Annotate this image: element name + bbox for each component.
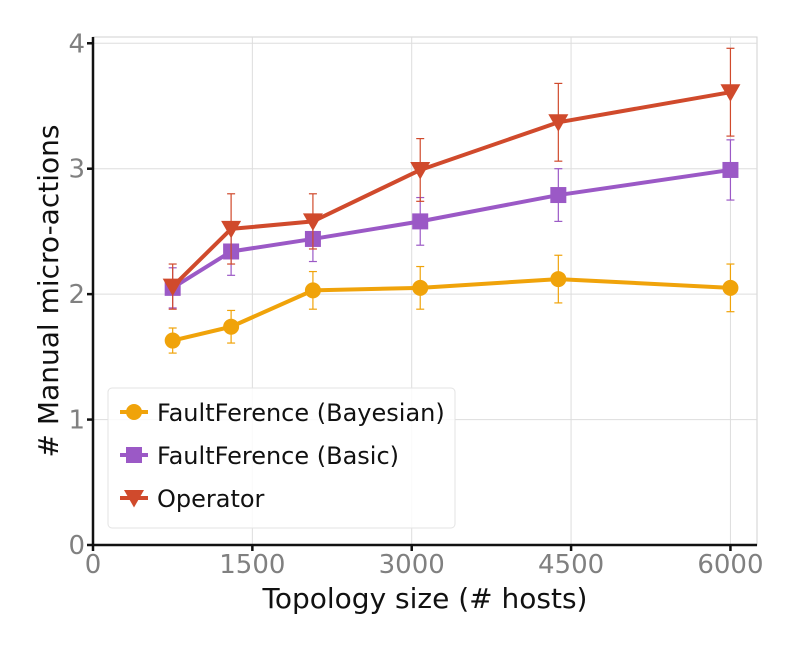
data-point-2-4 xyxy=(548,114,569,132)
legend-label-1: FaultFerence (Basic) xyxy=(157,442,399,470)
data-point-0-2 xyxy=(304,282,321,299)
data-point-1-4 xyxy=(550,187,567,204)
series-0 xyxy=(164,254,739,354)
data-point-0-1 xyxy=(223,318,240,335)
series-layer xyxy=(162,47,741,354)
data-point-2-5 xyxy=(720,84,741,102)
data-point-0-0 xyxy=(164,332,181,349)
legend: FaultFerence (Bayesian) FaultFerence (Bas… xyxy=(107,387,456,529)
y-tick-label-0: 0 xyxy=(68,531,85,561)
data-point-2-1 xyxy=(221,220,242,239)
series-2 xyxy=(162,47,741,310)
y-tick-label-2: 2 xyxy=(68,280,85,310)
data-point-0-4 xyxy=(550,271,567,288)
x-tick-label-0: 0 xyxy=(85,550,102,580)
data-point-0-5 xyxy=(722,279,739,296)
legend-marker-1 xyxy=(126,447,142,463)
legend-label-0: FaultFerence (Bayesian) xyxy=(157,399,445,427)
data-point-1-5 xyxy=(722,161,739,178)
data-point-0-3 xyxy=(412,279,429,296)
data-point-1-3 xyxy=(412,213,429,230)
x-tick-label-2: 3000 xyxy=(379,550,445,580)
legend-marker-0 xyxy=(126,404,142,420)
series-line-2 xyxy=(171,90,731,289)
legend-marker-2 xyxy=(124,490,144,508)
data-point-2-0 xyxy=(162,278,183,297)
axes xyxy=(87,37,757,551)
legend-box xyxy=(107,387,456,529)
x-tick-label-3: 4500 xyxy=(538,550,604,580)
data-point-2-3 xyxy=(410,161,431,180)
data-point-2-2 xyxy=(302,213,323,231)
tick-labels: 0 1500 3000 4500 6000 0 1 2 3 4 xyxy=(68,29,763,580)
y-tick-label-4: 4 xyxy=(68,29,85,59)
legend-label-2: Operator xyxy=(157,485,265,513)
series-line-1 xyxy=(171,167,731,290)
y-tick-label-1: 1 xyxy=(68,406,85,436)
y-tick-label-3: 3 xyxy=(68,155,85,185)
x-axis-label: Topology size (# hosts) xyxy=(262,582,588,615)
x-tick-label-4: 6000 xyxy=(697,550,763,580)
y-axis-label: # Manual micro-actions xyxy=(32,125,65,458)
x-tick-label-1: 1500 xyxy=(219,550,285,580)
series-line-0 xyxy=(172,277,731,343)
